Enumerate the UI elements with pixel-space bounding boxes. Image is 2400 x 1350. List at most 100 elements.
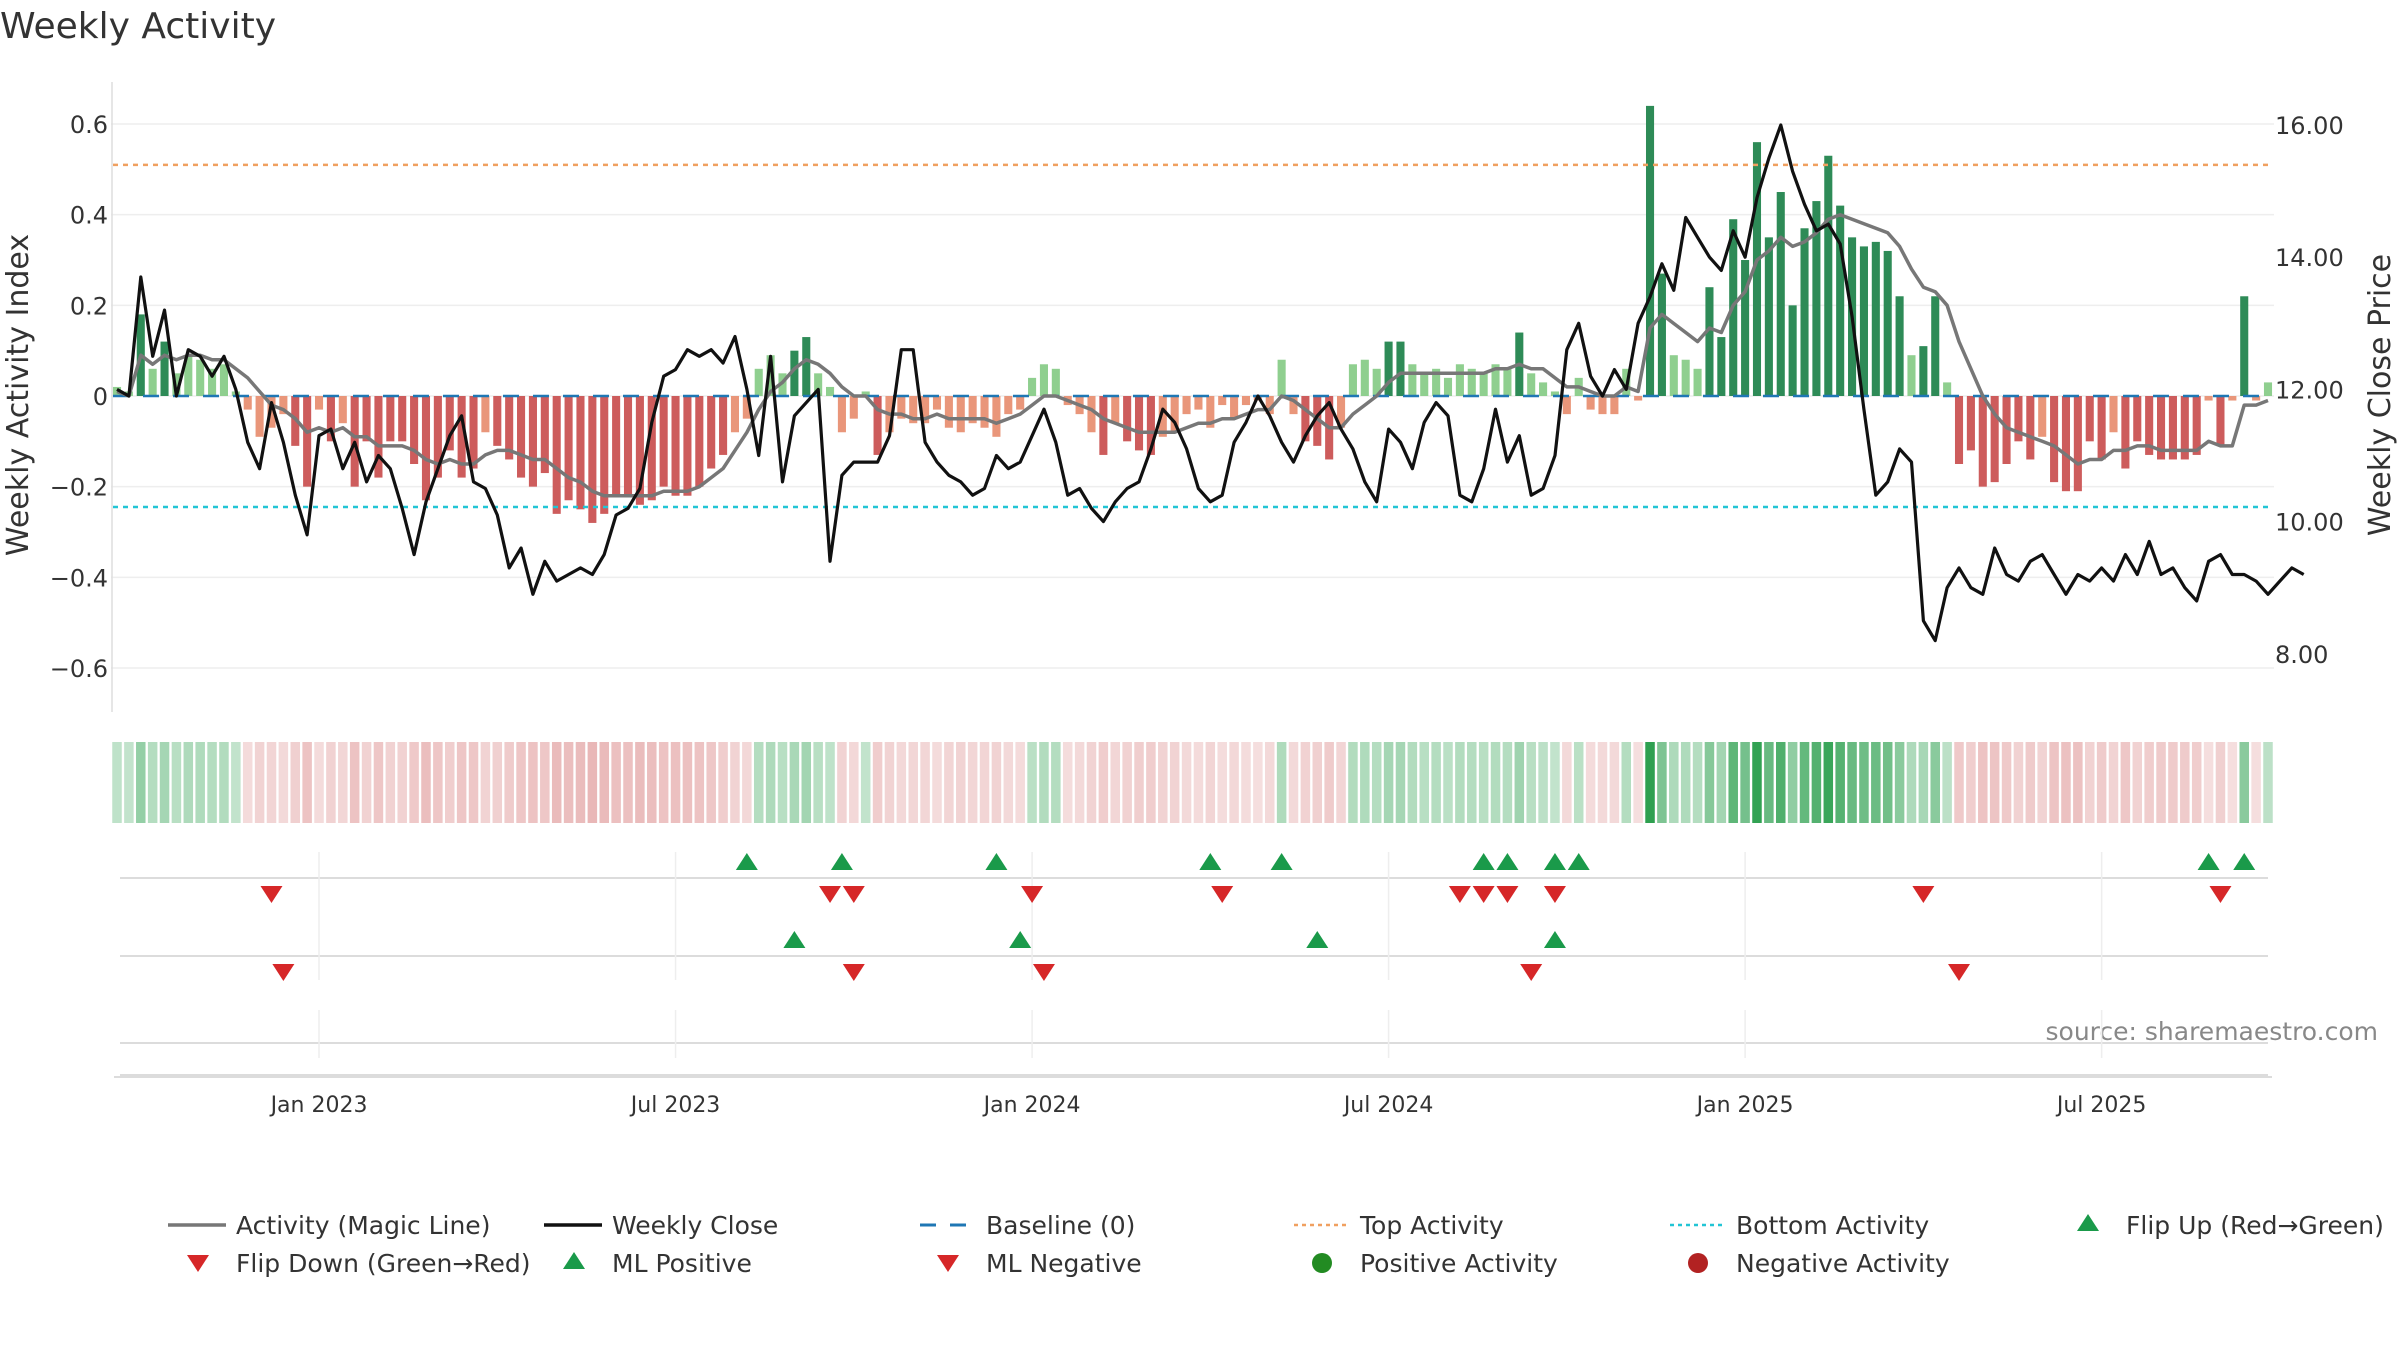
activity-bar [1550, 391, 1560, 396]
activity-bar [802, 337, 811, 396]
activity-bar [540, 396, 549, 474]
activity-bar [1182, 396, 1191, 415]
activity-bar [243, 396, 252, 410]
heat-cell [1181, 742, 1192, 823]
activity-bar [1824, 155, 1833, 396]
activity-bar [968, 396, 977, 424]
activity-bar [837, 396, 846, 433]
legend-item: Positive Activity [1312, 1249, 1558, 1278]
activity-bar [1051, 368, 1060, 396]
activity-bar [873, 396, 882, 455]
activity-bar [1954, 396, 1964, 464]
flip-up-marker [1496, 853, 1519, 870]
heat-cell [1680, 742, 1691, 823]
activity-bar [1241, 396, 1251, 406]
activity-bar [612, 396, 621, 496]
ml-negative-marker [1948, 964, 1971, 981]
heat-cell [314, 742, 324, 823]
activity-bar [160, 341, 169, 396]
heat-cell [1740, 742, 1750, 823]
activity-bar [552, 396, 561, 514]
activity-bar [2252, 396, 2261, 401]
heat-cell [1989, 742, 2000, 823]
activity-bar [849, 396, 858, 419]
heat-cell [1978, 742, 1988, 823]
activity-bar [1372, 368, 1381, 396]
heat-cell [753, 742, 764, 823]
legend-item: Flip Down (Green→Red) [187, 1249, 531, 1278]
activity-bar [695, 396, 704, 487]
legend-item: Baseline (0) [920, 1211, 1135, 1240]
heat-cell [551, 742, 562, 823]
heat-cell [2061, 742, 2071, 823]
heat-cell [468, 742, 479, 823]
legend-label: Top Activity [1359, 1211, 1504, 1240]
activity-bar [1598, 396, 1607, 415]
heat-cell [159, 742, 170, 823]
heat-cell [207, 742, 217, 823]
heat-cell [967, 742, 978, 823]
heat-cell [2108, 742, 2119, 823]
activity-bar [1301, 396, 1310, 442]
activity-bar [1562, 396, 1571, 415]
activity-bar [659, 396, 668, 487]
heat-cell [896, 742, 907, 823]
heat-cell [2215, 742, 2226, 823]
heat-cell [171, 742, 182, 823]
activity-bar [528, 396, 537, 487]
heat-cell [480, 742, 491, 823]
heat-cell [1776, 742, 1786, 823]
flip-down-marker [1472, 886, 1495, 903]
ml-positive-marker [1306, 931, 1329, 948]
heat-cell [2084, 742, 2095, 823]
activity-bar [1871, 241, 1880, 396]
heat-cell [1086, 742, 1097, 823]
activity-bar [2192, 396, 2201, 455]
activity-bar [184, 355, 193, 396]
heat-cell [516, 742, 526, 823]
activity-bar [1479, 373, 1488, 396]
heat-cell [813, 742, 823, 823]
activity-bar [1016, 396, 1025, 410]
heat-cell [1360, 742, 1370, 823]
activity-bar [825, 386, 835, 396]
heat-cell [1918, 742, 1929, 823]
activity-bar [1170, 396, 1179, 433]
heat-cell [2001, 742, 2012, 823]
flip-up-marker [985, 853, 1008, 870]
heat-cell [860, 742, 871, 823]
legend-item: ML Positive [563, 1249, 752, 1278]
heat-cell [2144, 742, 2154, 823]
activity-bar [1800, 228, 1809, 396]
heat-cell [1859, 742, 1869, 823]
heat-cell [278, 742, 289, 823]
activity-bar [1443, 377, 1453, 396]
y-axis-label: Weekly Activity Index [1, 234, 36, 556]
activity-bar [148, 368, 157, 396]
heat-cell [385, 742, 396, 823]
y-tick-label: 0.2 [70, 292, 108, 320]
activity-bar [1146, 396, 1155, 455]
heat-cell [884, 742, 895, 823]
activity-bar [766, 355, 775, 396]
activity-bar [338, 396, 347, 424]
activity-bar [1681, 359, 1690, 396]
heat-cell [730, 742, 740, 823]
heat-cell [1585, 742, 1596, 823]
legend-label: Baseline (0) [986, 1211, 1135, 1240]
heat-cell [1395, 742, 1406, 823]
heat-cell [1752, 742, 1762, 823]
heat-cell [1538, 742, 1548, 823]
heat-cell [1122, 742, 1132, 823]
heat-cell [1217, 742, 1227, 823]
legend-swatch-triangle-down [937, 1255, 959, 1272]
y-tick-label: −0.2 [50, 474, 108, 502]
activity-bar [1943, 382, 1952, 396]
activity-bar [1194, 396, 1203, 410]
flip-down-marker [2209, 886, 2232, 903]
activity-bar [2073, 396, 2082, 492]
flip-down-marker [260, 886, 283, 903]
heat-cell [1003, 742, 1014, 823]
heat-cell [1930, 742, 1941, 823]
